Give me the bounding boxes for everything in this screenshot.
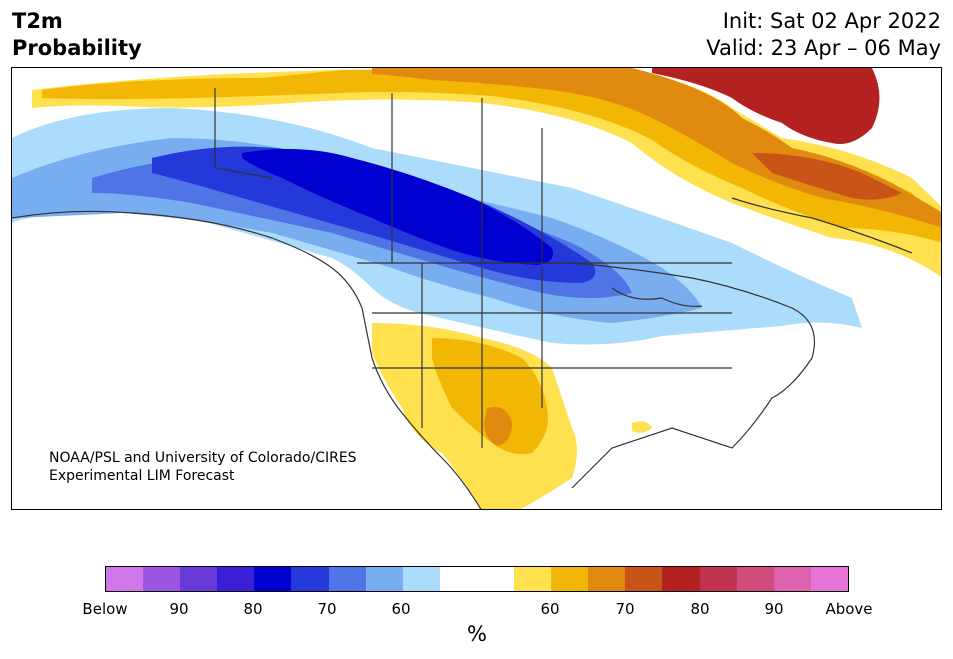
tick-below-90: 90	[169, 600, 189, 618]
colorbar	[105, 566, 849, 592]
sw-warm-core	[484, 407, 512, 446]
colorbar-swatch	[143, 567, 181, 591]
colorbar-swatch	[254, 567, 292, 591]
colorbar-swatch	[736, 567, 774, 591]
tick-above-60: 60	[540, 600, 560, 618]
colorbar-swatch	[810, 567, 848, 591]
cold-core	[242, 149, 553, 265]
colorbar-swatch	[588, 567, 626, 591]
title-line-2: Probability	[12, 36, 142, 60]
colorbar-swatch	[551, 567, 589, 591]
boundaries	[12, 88, 913, 509]
sw-warm-mid	[432, 338, 548, 455]
colorbar-swatch	[328, 567, 366, 591]
colorbar-unit: %	[467, 622, 487, 646]
map-title: T2m Probability	[12, 8, 142, 62]
tick-above: Above	[825, 600, 873, 618]
colorbar-swatch	[439, 567, 477, 591]
colorbar-swatch	[699, 567, 737, 591]
tick-below: Below	[82, 600, 128, 618]
tick-above-80: 80	[690, 600, 710, 618]
colorbar-swatch	[217, 567, 255, 591]
init-date: Init: Sat 02 Apr 2022	[722, 9, 941, 33]
forecast-dates: Init: Sat 02 Apr 2022 Valid: 23 Apr – 06…	[706, 8, 941, 62]
colorbar-swatch	[106, 567, 144, 591]
hudson-strait-red	[752, 153, 902, 200]
colorbar-swatch	[773, 567, 811, 591]
colorbar-swatch	[476, 567, 515, 591]
probability-map	[12, 68, 941, 509]
tick-above-90: 90	[764, 600, 784, 618]
gulf-warm	[632, 421, 652, 433]
colorbar-swatch	[365, 567, 403, 591]
colorbar-swatch	[625, 567, 663, 591]
title-line-1: T2m	[12, 9, 63, 33]
tick-below-70: 70	[317, 600, 337, 618]
valid-range: Valid: 23 Apr – 06 May	[706, 36, 941, 60]
credit-line-2: Experimental LIM Forecast	[49, 468, 235, 484]
tick-below-80: 80	[243, 600, 263, 618]
colorbar-swatch	[662, 567, 700, 591]
colorbar-swatch	[402, 567, 440, 591]
map-panel	[11, 67, 942, 510]
credit-text: NOAA/PSL and University of Colorado/CIRE…	[49, 449, 357, 485]
arctic-above-orange	[372, 68, 941, 228]
greenland-above-red	[652, 68, 880, 144]
credit-line-1: NOAA/PSL and University of Colorado/CIRE…	[49, 450, 357, 466]
tick-below-60: 60	[391, 600, 411, 618]
colorbar-swatch	[291, 567, 329, 591]
colorbar-swatch	[180, 567, 218, 591]
tick-above-70: 70	[615, 600, 635, 618]
colorbar-swatch	[514, 567, 552, 591]
